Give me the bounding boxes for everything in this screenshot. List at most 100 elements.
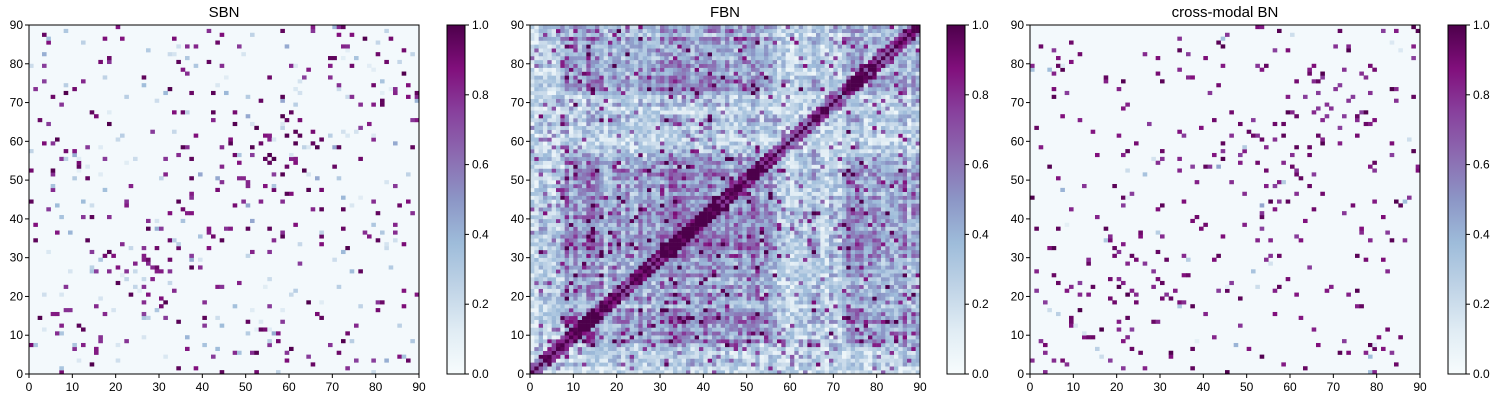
heatmap-cell <box>907 242 912 247</box>
heatmap-cell <box>647 215 652 220</box>
heatmap-cell <box>772 183 778 189</box>
heatmap-cell <box>686 211 691 216</box>
heatmap-cell <box>651 304 656 309</box>
heatmap-cell <box>180 67 186 72</box>
heatmap-cell <box>534 331 539 336</box>
heatmap-cell <box>842 354 847 359</box>
heatmap-cell <box>859 370 864 375</box>
heatmap-cell <box>894 257 899 262</box>
heatmap-cell <box>608 362 613 367</box>
heatmap-cell <box>859 265 864 270</box>
heatmap-cell <box>790 342 795 348</box>
heatmap-cell <box>564 199 570 204</box>
heatmap-cell <box>642 370 648 375</box>
heatmap-cell <box>694 370 700 375</box>
heatmap-cell <box>651 238 656 243</box>
heatmap-cell <box>603 261 609 266</box>
heatmap-cell <box>785 273 791 278</box>
heatmap-cell <box>293 141 298 146</box>
heatmap-cell <box>530 211 535 216</box>
heatmap-cell <box>530 222 535 227</box>
heatmap-cell <box>241 52 246 57</box>
heatmap-cell <box>612 257 617 262</box>
heatmap-cell <box>163 315 168 320</box>
heatmap-cell <box>538 358 544 363</box>
heatmap-cell <box>785 319 791 324</box>
heatmap-cell <box>599 366 604 371</box>
heatmap-cell <box>686 277 691 282</box>
heatmap-cell <box>820 327 825 332</box>
heatmap-cell <box>677 211 682 216</box>
heatmap-cell <box>720 238 726 243</box>
heatmap-cell <box>586 183 591 189</box>
heatmap-cell <box>885 249 890 255</box>
heatmap-cell <box>267 304 272 309</box>
heatmap-cell <box>829 207 834 212</box>
heatmap-cell <box>154 218 160 224</box>
heatmap-cell <box>811 304 817 309</box>
heatmap-cell <box>608 319 613 324</box>
heatmap-cell <box>660 346 665 351</box>
heatmap-cell <box>863 230 869 235</box>
heatmap-cell <box>725 304 730 309</box>
heatmap-cell <box>176 366 181 371</box>
heatmap-cell <box>746 323 752 328</box>
heatmap-cell <box>868 288 873 293</box>
heatmap-cell <box>634 238 639 243</box>
heatmap-cell <box>707 226 713 231</box>
heatmap-cell <box>829 323 834 328</box>
heatmap-cell <box>729 304 734 309</box>
heatmap-cell <box>907 261 912 266</box>
heatmap-cell <box>863 277 869 282</box>
heatmap-cell <box>245 203 251 208</box>
heatmap-cell <box>172 288 177 293</box>
heatmap-cell <box>846 238 851 243</box>
heatmap-cell <box>820 265 825 270</box>
heatmap-cell <box>146 226 151 231</box>
heatmap-cell <box>859 257 864 262</box>
heatmap-cell <box>686 246 691 251</box>
heatmap-cell <box>690 226 695 231</box>
heatmap-cell <box>582 253 587 258</box>
heatmap-cell <box>634 327 639 332</box>
heatmap-cell <box>707 308 713 313</box>
heatmap-cell <box>703 238 708 243</box>
heatmap-cell <box>759 346 765 351</box>
heatmap-cell <box>742 257 747 262</box>
heatmap-cell <box>349 94 355 99</box>
heatmap-cell <box>629 284 635 289</box>
heatmap-cell <box>577 339 583 344</box>
heatmap-cell <box>820 284 825 289</box>
heatmap-cell <box>751 327 756 332</box>
heatmap-cell <box>564 284 570 289</box>
heatmap-cell <box>543 319 548 324</box>
heatmap-cell <box>690 335 695 340</box>
heatmap-cell <box>846 280 851 286</box>
heatmap-cell <box>833 203 838 208</box>
heatmap-cell <box>907 300 912 305</box>
heatmap-cell <box>738 222 743 227</box>
heatmap-cell <box>638 280 643 286</box>
heatmap-cell <box>716 249 721 255</box>
heatmap-cell <box>651 226 656 231</box>
heatmap-cell <box>868 203 873 208</box>
heatmap-cell <box>772 311 778 317</box>
colorbar-tick-label: 0.0 <box>472 367 489 381</box>
heatmap-cell <box>850 311 856 317</box>
heatmap-cell <box>755 335 760 340</box>
heatmap-cell <box>746 331 752 336</box>
heatmap-cell <box>742 346 747 351</box>
heatmap-cell <box>569 327 574 332</box>
heatmap-cell <box>564 191 570 196</box>
heatmap-cell <box>855 234 860 239</box>
heatmap-cell <box>807 222 812 227</box>
heatmap-cell <box>902 253 908 258</box>
heatmap-cell <box>742 195 747 200</box>
heatmap-cell <box>599 335 604 340</box>
heatmap-cell <box>707 315 713 320</box>
heatmap-cell <box>595 215 600 220</box>
heatmap-cell <box>267 160 272 165</box>
heatmap-cell <box>777 265 782 270</box>
heatmap-cell <box>850 323 856 328</box>
